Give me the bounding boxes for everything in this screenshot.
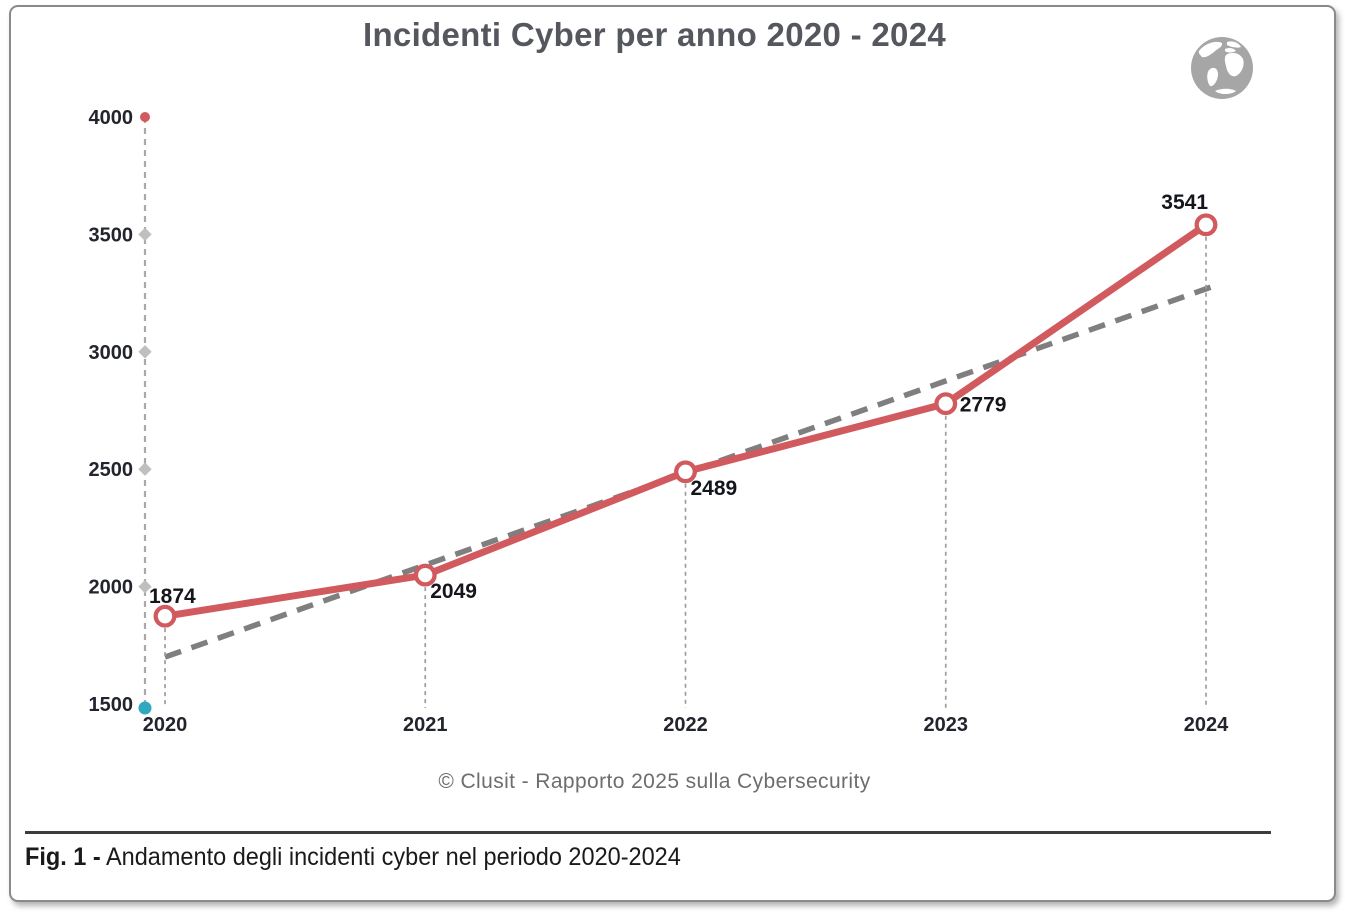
trend-line xyxy=(164,283,1215,660)
y-tick-label: 3000 xyxy=(89,342,134,364)
axis-tick-marker xyxy=(138,345,152,359)
x-tick-label: 2022 xyxy=(663,714,708,736)
y-tick-label: 1500 xyxy=(89,694,134,716)
x-tick-label: 2023 xyxy=(924,714,969,736)
axis-bottom-marker xyxy=(138,701,152,715)
source-credit: © Clusit - Rapporto 2025 sulla Cybersecu… xyxy=(438,770,871,793)
data-point-marker xyxy=(1194,213,1218,237)
chart-canvas: 1500 2000 2500 3000 3500 4000 1874 2049 2489 2779… xyxy=(89,107,1230,736)
y-tick-label: 3500 xyxy=(89,224,134,246)
figure-label: Fig. 1 - xyxy=(25,843,101,871)
data-point-label: 3541 xyxy=(1161,191,1208,214)
axis-tick-marker xyxy=(138,462,152,476)
data-point-label: 2779 xyxy=(960,394,1007,417)
data-point-label: 1874 xyxy=(149,585,196,608)
y-tick-label: 4000 xyxy=(89,107,134,129)
globe-icon xyxy=(1189,35,1255,101)
y-tick-label: 2500 xyxy=(89,459,134,481)
figure-caption: Fig. 1 - Andamento degli incidenti cyber… xyxy=(25,843,681,872)
data-point-marker xyxy=(674,460,697,484)
x-tick-label: 2021 xyxy=(403,714,448,736)
x-tick-label: 2020 xyxy=(143,714,188,736)
chart-title: Incidenti Cyber per anno 2020 - 2024 xyxy=(362,16,946,53)
caption-divider xyxy=(25,831,1271,834)
axis-tick-marker xyxy=(138,227,152,242)
data-point-marker xyxy=(934,392,958,416)
data-point-label: 2489 xyxy=(691,477,738,500)
y-tick-label: 2000 xyxy=(89,577,134,599)
figure-frame: Incidenti Cyber per anno 2020 - 2024 150… xyxy=(9,5,1336,902)
caption-text: Andamento degli incidenti cyber nel peri… xyxy=(105,843,681,871)
axis-top-marker xyxy=(140,112,150,122)
data-point-marker xyxy=(153,604,177,628)
data-point-label: 2049 xyxy=(430,580,477,603)
data-point-marker xyxy=(413,563,437,587)
x-tick-label: 2024 xyxy=(1184,714,1229,736)
